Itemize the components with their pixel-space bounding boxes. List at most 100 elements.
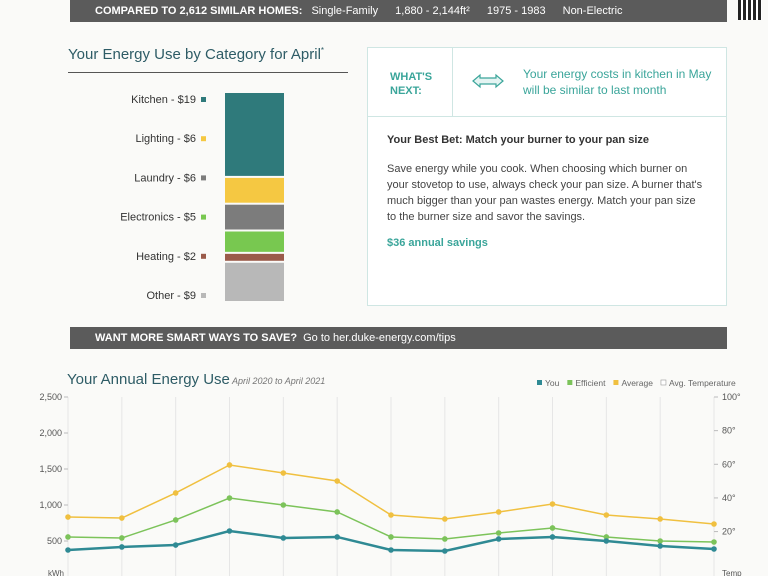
data-point (442, 536, 448, 542)
chart-title: Your Annual Energy Use (67, 371, 230, 388)
y-axis-label: kWh (48, 569, 64, 576)
data-point (603, 538, 610, 544)
tips-heading: WANT MORE SMART WAYS TO SAVE? (95, 332, 298, 344)
divider (368, 116, 726, 117)
legend-label: Avg. Temperature (669, 378, 736, 388)
chart-subtitle: April 2020 to April 2021 (231, 376, 325, 386)
data-point (711, 539, 717, 545)
home-heating: Non-Electric (562, 5, 623, 17)
y-tick-label: 2,500 (39, 392, 62, 402)
y2-tick-label: 20° (722, 527, 736, 537)
data-point (442, 516, 448, 522)
data-point (119, 515, 125, 521)
whats-next-box: WHAT'S NEXT: Your energy costs in kitche… (367, 47, 727, 306)
bar-segment (225, 177, 284, 203)
home-size: 1,880 - 2,144ft² (395, 5, 470, 17)
title-mark: * (320, 46, 325, 55)
data-point (334, 478, 340, 484)
data-point (280, 502, 287, 508)
category-chart: Kitchen - $19 Lighting - $6 Laundry - $6 El… (120, 93, 284, 302)
y2-tick-label: 60° (722, 459, 736, 469)
data-point (388, 547, 394, 553)
bar-segment (225, 93, 284, 176)
category-swatch (201, 253, 206, 259)
data-point (65, 534, 71, 540)
data-point (119, 544, 125, 550)
category-swatch (201, 214, 206, 220)
data-point (280, 470, 287, 476)
data-point (711, 521, 717, 527)
data-point (334, 509, 340, 515)
data-point (226, 528, 233, 534)
category-label: Laundry - $6 (134, 172, 196, 184)
tip-title: Your Best Bet: Match your burner to your… (387, 134, 649, 146)
category-title: Your Energy Use by Category for April* (68, 46, 324, 63)
data-point (549, 525, 556, 531)
data-point (172, 517, 179, 523)
arrow-icon (472, 73, 504, 89)
data-point (495, 536, 502, 542)
home-years: 1975 - 1983 (486, 5, 546, 17)
bar-segment (225, 231, 284, 252)
comparison-banner: COMPARED TO 2,612 SIMILAR HOMES: Single-… (70, 0, 727, 22)
y2-tick-label: 100° (722, 392, 741, 402)
home-type: Single-Family (311, 5, 379, 17)
data-point (226, 495, 233, 501)
data-point (65, 514, 71, 520)
tip-body: Save energy while you cook. When choosin… (387, 163, 703, 223)
annual-chart: Your Annual Energy Use April 2020 to Apri… (39, 371, 742, 576)
category-swatch (201, 136, 206, 142)
data-point (657, 538, 663, 544)
whats-next-label: WHAT'S NEXT: (390, 71, 433, 97)
data-point (334, 534, 340, 540)
bar-segment (225, 204, 284, 230)
data-point (442, 548, 448, 554)
legend-label: You (545, 378, 560, 388)
category-label: Heating - $2 (136, 251, 196, 263)
data-point (657, 543, 663, 549)
legend-swatch (660, 379, 667, 386)
y-tick-label: 2,000 (39, 428, 62, 438)
tips-banner: WANT MORE SMART WAYS TO SAVE? Go to her.d… (70, 327, 727, 349)
bar-segment (225, 262, 284, 301)
data-point (495, 530, 502, 536)
data-point (603, 534, 610, 540)
y2-tick-label: 80° (722, 426, 736, 436)
category-label: Kitchen - $19 (131, 94, 196, 106)
data-point (711, 546, 717, 552)
category-label: Electronics - $5 (120, 212, 196, 224)
y2-tick-label: 40° (722, 493, 736, 503)
y-tick-label: 1,500 (39, 464, 62, 474)
category-label: Other - $9 (146, 290, 196, 302)
legend-label: Efficient (575, 378, 606, 388)
legend-swatch (613, 380, 619, 385)
title-rule (68, 72, 348, 73)
data-point (172, 542, 179, 548)
data-point (549, 534, 556, 540)
divider (452, 48, 453, 116)
tips-text: Go to her.duke-energy.com/tips (303, 332, 456, 344)
banner-heading: COMPARED TO 2,612 SIMILAR HOMES: (95, 5, 303, 17)
category-label: Lighting - $6 (135, 133, 196, 145)
data-point (388, 512, 394, 518)
category-swatch (201, 97, 206, 102)
data-point (549, 501, 556, 507)
data-point (65, 547, 71, 553)
data-point (172, 490, 179, 496)
data-point (119, 535, 125, 541)
y-tick-label: 1,000 (39, 500, 62, 510)
qr-code (738, 0, 762, 20)
y2-axis-label: Temp (722, 569, 742, 576)
category-swatch (201, 175, 206, 181)
whats-next-message: Your energy costs in kitchen in May will… (523, 67, 712, 97)
category-swatch (201, 293, 206, 298)
tip-savings: $36 annual savings (387, 237, 488, 249)
title-text: Your Energy Use by Category for April (68, 46, 321, 63)
y-tick-label: 500 (47, 536, 62, 546)
data-point (280, 535, 287, 541)
legend-swatch (567, 380, 573, 385)
legend-label: Average (621, 378, 653, 388)
data-point (495, 509, 502, 515)
data-point (388, 534, 394, 540)
